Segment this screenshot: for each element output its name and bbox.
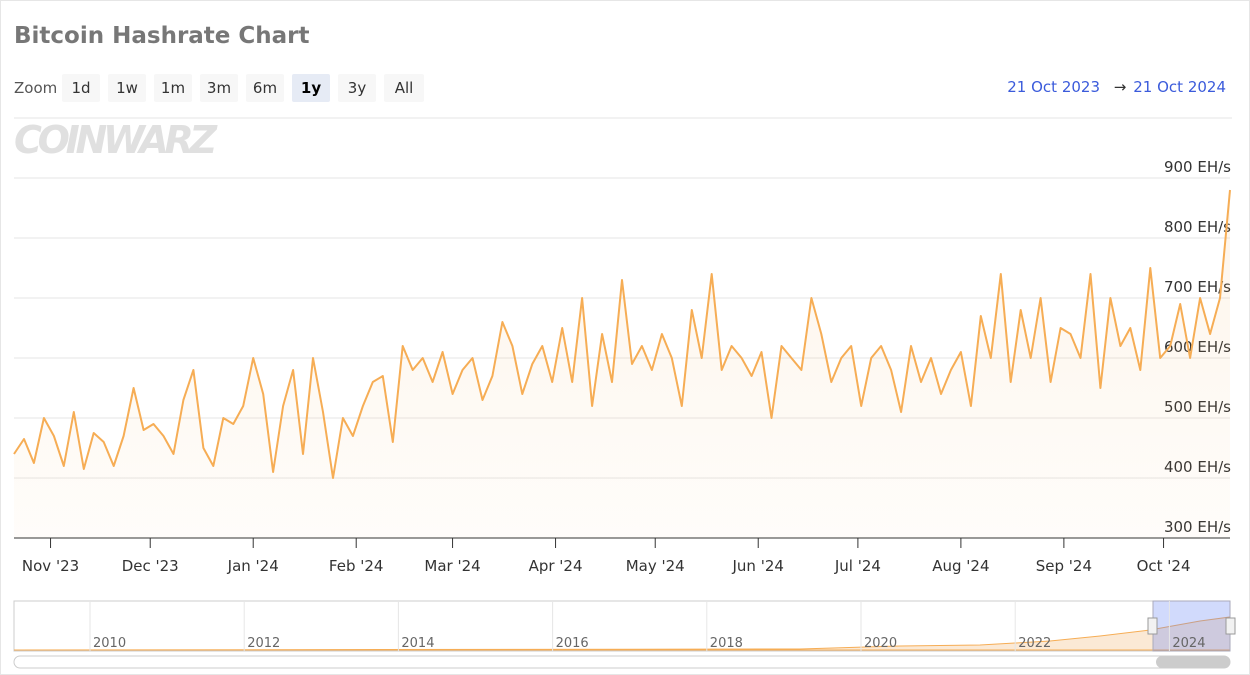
zoom-button-bg[interactable] — [108, 74, 146, 102]
zoom-button-label[interactable]: 6m — [253, 79, 277, 97]
navigator-label: 2010 — [93, 636, 126, 651]
range-arrow: → — [1114, 78, 1127, 96]
zoom-button[interactable]: 1m — [154, 74, 192, 102]
zoom-button-label[interactable]: 3y — [348, 79, 367, 97]
zoom-button[interactable]: 3y — [338, 74, 376, 102]
zoom-button[interactable]: 1y — [292, 74, 330, 102]
zoom-button-bg[interactable] — [246, 74, 284, 102]
plot: 300 EH/s400 EH/s500 EH/s600 EH/s700 EH/s… — [13, 158, 1231, 575]
area — [14, 190, 1230, 538]
zoom-button-bg[interactable] — [292, 74, 330, 102]
navigator-label: 2022 — [1018, 636, 1051, 651]
zoom-button-label[interactable]: All — [395, 79, 414, 97]
zoom-button-label[interactable]: 1w — [116, 79, 138, 97]
zoom-button-label[interactable]: 1m — [161, 79, 185, 97]
navigator: 2010 2012 2014 2016 2018 2020 2022 2024 — [13, 600, 1236, 669]
navigator-handle[interactable] — [1225, 617, 1236, 635]
x-tick-label: Oct '24 — [1137, 557, 1191, 575]
navigator-label: 2018 — [710, 636, 743, 651]
x-tick-label: Nov '23 — [22, 557, 79, 575]
x-tick-label: Sep '24 — [1036, 557, 1092, 575]
x-tick-label: Jun '24 — [732, 557, 784, 575]
zoom-button-bg[interactable] — [338, 74, 376, 102]
zoom-button[interactable]: 6m — [246, 74, 284, 102]
navigator-label: 2020 — [864, 636, 897, 651]
x-tick-label: Feb '24 — [329, 557, 384, 575]
x-tick-label: May '24 — [626, 557, 685, 575]
y-tick-label: 800 EH/s — [1164, 218, 1231, 236]
zoom-button[interactable]: 1d — [62, 74, 100, 102]
zoom-button-label[interactable]: 3m — [207, 79, 231, 97]
zoom-button[interactable]: All — [384, 74, 424, 102]
range-to[interactable]: 21 Oct 2024 — [1133, 78, 1226, 96]
y-tick-label: 900 EH/s — [1164, 158, 1231, 176]
x-tick-label: Aug '24 — [932, 557, 989, 575]
y-tick-label: 700 EH/s — [1164, 278, 1231, 296]
zoom-button-label[interactable]: 1d — [71, 79, 90, 97]
zoom-button-bg[interactable] — [154, 74, 192, 102]
range-from[interactable]: 21 Oct 2023 — [1007, 78, 1100, 96]
zoom-button-label[interactable]: 1y — [301, 79, 321, 97]
x-tick-label: Mar '24 — [424, 557, 480, 575]
zoom-button-bg[interactable] — [200, 74, 238, 102]
zoom-label: Zoom — [14, 79, 57, 97]
zoom-button[interactable]: 1w — [108, 74, 146, 102]
x-tick-label: Jan '24 — [227, 557, 279, 575]
scrollbar-thumb[interactable] — [1156, 656, 1230, 668]
navigator-label: 2012 — [247, 636, 280, 651]
x-tick-label: Apr '24 — [529, 557, 583, 575]
zoom-button-bg[interactable] — [62, 74, 100, 102]
zoom-button-bg[interactable] — [384, 74, 424, 102]
zoom-button[interactable]: 3m — [200, 74, 238, 102]
line — [13, 189, 1231, 479]
navigator-label: 2014 — [401, 636, 434, 651]
chart-title: Bitcoin Hashrate Chart — [14, 23, 310, 49]
x-tick-label: Dec '23 — [122, 557, 179, 575]
scrollbar-track[interactable] — [13, 655, 1231, 669]
watermark: COINWARZ — [14, 118, 218, 162]
x-tick-label: Jul '24 — [834, 557, 881, 575]
navigator-handle[interactable] — [1147, 617, 1158, 635]
navigator-label: 2024 — [1172, 636, 1205, 651]
navigator-selection[interactable] — [1152, 600, 1231, 652]
navigator-label: 2016 — [556, 636, 589, 651]
